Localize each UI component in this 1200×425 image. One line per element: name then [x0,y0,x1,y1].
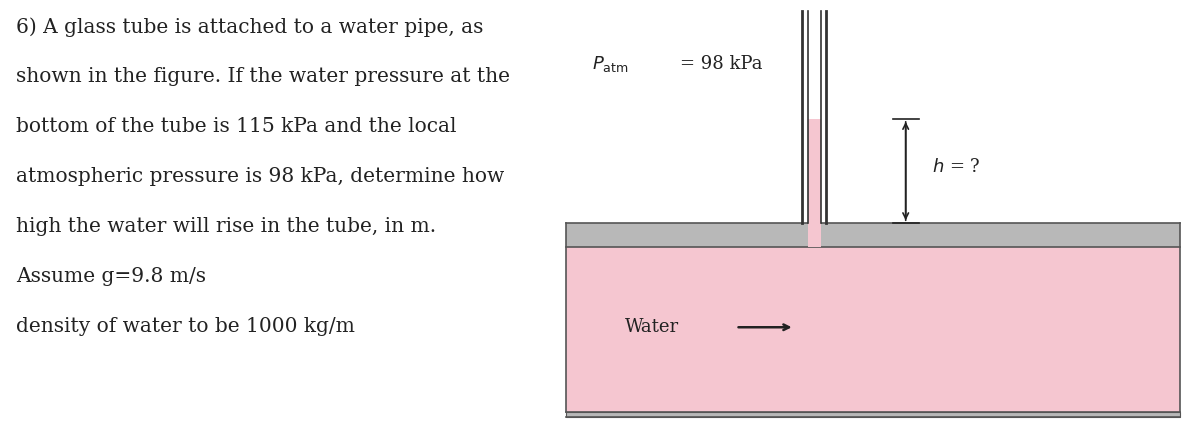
Bar [565,223,803,246]
Text: Assume g=9.8 m/s: Assume g=9.8 m/s [17,267,206,286]
Text: Water: Water [624,318,679,336]
Text: 2: 2 [713,253,721,266]
Text: $P_{\rm atm}$: $P_{\rm atm}$ [592,54,629,74]
Text: 6) A glass tube is attached to a water pipe, as: 6) A glass tube is attached to a water p… [17,17,484,37]
Bar [803,223,826,246]
Text: $h$ = ?: $h$ = ? [932,158,980,176]
Bar [808,119,821,246]
Bar [826,223,1181,246]
Bar [565,412,1181,417]
Text: = 98 kPa: = 98 kPa [680,55,762,73]
Text: density of water to be 1000 kg/m: density of water to be 1000 kg/m [17,317,355,336]
Text: shown in the figure. If the water pressure at the: shown in the figure. If the water pressu… [17,67,510,86]
Text: high the water will rise in the tube, in m.: high the water will rise in the tube, in… [17,217,437,236]
Text: bottom of the tube is 115 kPa and the local: bottom of the tube is 115 kPa and the lo… [17,117,457,136]
Text: at that location and take the: at that location and take the [766,267,1062,286]
Text: atmospheric pressure is 98 kPa, determine how: atmospheric pressure is 98 kPa, determin… [17,167,505,186]
Bar [565,246,1181,412]
